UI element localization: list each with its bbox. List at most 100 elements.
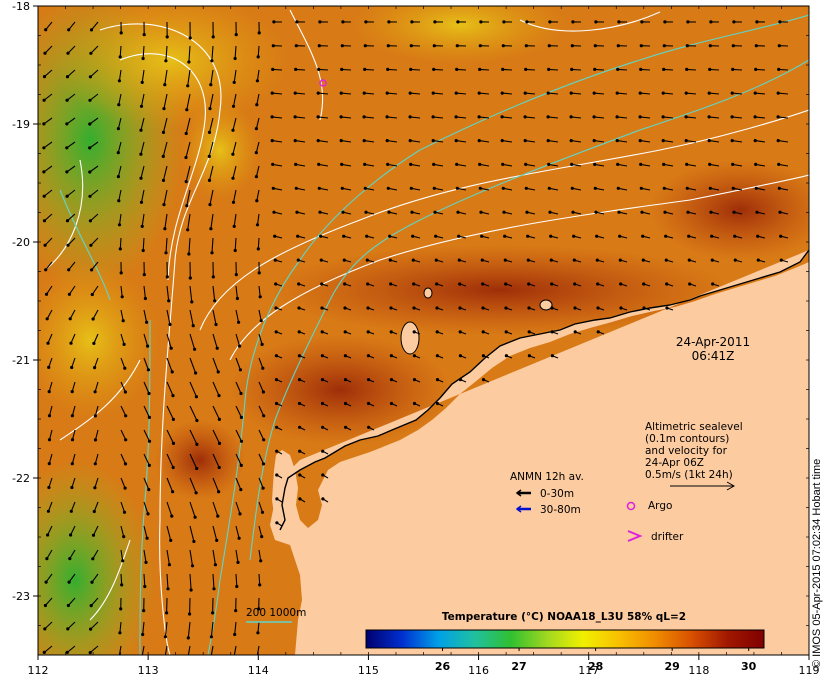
velocity-arrow: [318, 140, 329, 143]
velocity-arrow-head: [362, 139, 366, 143]
velocity-arrow-head: [42, 146, 46, 150]
velocity-arrow: [186, 93, 191, 110]
lon-tick-label: 112: [28, 664, 49, 677]
velocity-arrow-head: [261, 366, 265, 370]
velocity-arrow-head: [501, 162, 505, 166]
velocity-arrow-head: [193, 515, 197, 519]
velocity-arrow-head: [256, 631, 260, 635]
velocity-arrow-head: [298, 497, 302, 501]
velocity-arrow: [119, 621, 122, 633]
velocity-arrow-head: [93, 438, 98, 442]
velocity-arrow-head: [343, 282, 347, 286]
velocity-arrow: [208, 117, 214, 133]
velocity-arrow-head: [684, 115, 688, 119]
velocity-arrow-head: [254, 175, 258, 179]
velocity-arrow: [709, 92, 720, 95]
velocity-arrow-head: [231, 152, 235, 156]
velocity-arrow-head: [67, 580, 71, 584]
velocity-arrow-head: [295, 20, 299, 24]
velocity-arrow-head: [190, 300, 194, 304]
velocity-arrow: [456, 116, 467, 119]
velocity-arrow: [232, 165, 237, 179]
velocity-arrow: [43, 165, 53, 173]
velocity-arrow-head: [503, 258, 507, 262]
velocity-arrow-head: [366, 330, 370, 334]
velocity-arrow-head: [481, 282, 485, 286]
velocity-arrow-head: [118, 631, 122, 635]
velocity-arrow: [118, 69, 122, 81]
velocity-arrow-head: [116, 175, 120, 179]
velocity-arrow-head: [411, 258, 415, 262]
velocity-arrow: [166, 549, 170, 565]
velocity-arrow-head: [118, 247, 122, 251]
velocity-arrow-head: [385, 91, 389, 95]
velocity-arrow-head: [167, 299, 171, 303]
velocity-arrow: [410, 92, 421, 95]
velocity-arrow: [571, 116, 582, 119]
velocity-arrow: [502, 92, 513, 95]
velocity-arrow-head: [432, 162, 436, 166]
velocity-arrow: [732, 140, 743, 143]
velocity-arrow-head: [685, 67, 689, 71]
velocity-arrow-head: [753, 139, 757, 143]
velocity-arrow-head: [501, 44, 505, 48]
velocity-arrow: [189, 285, 193, 302]
velocity-arrow-head: [88, 170, 92, 174]
velocity-arrow-head: [195, 418, 199, 423]
velocity-arrow-head: [43, 627, 47, 631]
velocity-arrow: [67, 237, 76, 246]
velocity-arrow-head: [595, 234, 599, 238]
velocity-arrow-head: [412, 378, 417, 382]
velocity-arrow-head: [293, 91, 297, 95]
velocity-arrow-head: [270, 91, 274, 95]
velocity-arrow-head: [688, 282, 692, 286]
velocity-arrow-head: [121, 559, 125, 563]
anmn-legend-title: ANMN 12h av.: [510, 471, 584, 483]
velocity-arrow: [185, 165, 191, 182]
velocity-arrow-head: [343, 354, 347, 358]
velocity-arrow-head: [685, 186, 689, 190]
velocity-arrow-head: [234, 273, 238, 277]
velocity-arrow-head: [478, 67, 482, 71]
velocity-arrow-head: [435, 401, 440, 406]
velocity-arrow-head: [638, 91, 642, 95]
velocity-arrow-head: [596, 306, 600, 310]
velocity-arrow-head: [754, 162, 758, 166]
velocity-arrow-head: [365, 234, 369, 238]
velocity-arrow-head: [166, 587, 170, 591]
velocity-arrow-head: [592, 91, 596, 95]
colorbar: Temperature (°C) NOAA18_L3U 58% qL=2 26 2…: [365, 611, 765, 673]
velocity-arrow-head: [754, 44, 758, 48]
velocity-arrow-head: [573, 330, 577, 334]
velocity-arrow-head: [274, 330, 278, 334]
velocity-arrow-head: [42, 219, 47, 223]
velocity-arrow: [66, 645, 76, 653]
velocity-arrow: [71, 429, 76, 440]
velocity-arrow: [255, 165, 260, 177]
velocity-arrow-head: [478, 44, 482, 48]
velocity-arrow-head: [339, 139, 343, 143]
velocity-arrow: [66, 117, 76, 125]
velocity-arrow: [118, 213, 122, 225]
velocity-arrow-head: [503, 234, 507, 238]
velocity-arrow-head: [258, 295, 262, 299]
velocity-arrow-head: [122, 510, 127, 514]
velocity-arrow: [257, 45, 260, 57]
velocity-arrow: [47, 525, 53, 536]
velocity-arrow: [164, 645, 168, 655]
velocity-arrow: [272, 116, 283, 119]
velocity-arrow-head: [88, 651, 92, 655]
velocity-arrow: [119, 45, 122, 57]
velocity-arrow-head: [366, 401, 371, 406]
velocity-arrow: [235, 309, 240, 323]
velocity-arrow-head: [297, 401, 302, 406]
velocity-arrow: [295, 140, 306, 143]
velocity-arrow-head: [65, 146, 69, 150]
velocity-arrow-head: [343, 401, 348, 406]
velocity-arrow: [186, 189, 191, 206]
velocity-arrow-head: [232, 224, 236, 228]
velocity-arrow-head: [90, 580, 94, 584]
velocity-arrow-head: [317, 44, 321, 48]
velocity-arrow-head: [547, 44, 551, 48]
